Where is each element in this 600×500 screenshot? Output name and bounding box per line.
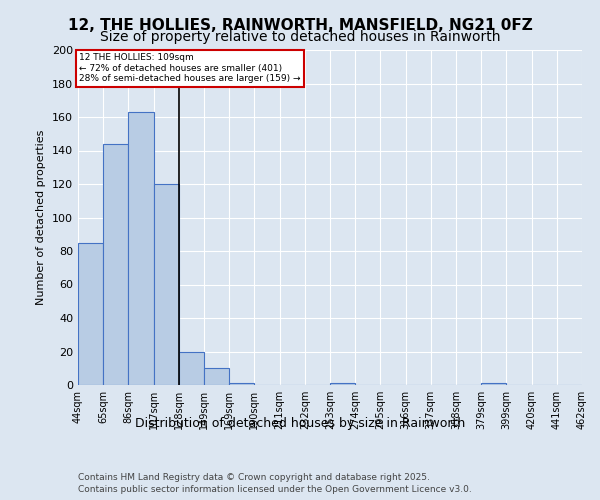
Bar <box>204 368 229 385</box>
Text: 12 THE HOLLIES: 109sqm
← 72% of detached houses are smaller (401)
28% of semi-de: 12 THE HOLLIES: 109sqm ← 72% of detached… <box>79 54 301 83</box>
Bar <box>154 184 179 385</box>
Bar <box>128 112 154 385</box>
Bar <box>179 352 204 385</box>
Text: 12, THE HOLLIES, RAINWORTH, MANSFIELD, NG21 0FZ: 12, THE HOLLIES, RAINWORTH, MANSFIELD, N… <box>68 18 532 32</box>
Bar <box>103 144 128 385</box>
Text: Contains public sector information licensed under the Open Government Licence v3: Contains public sector information licen… <box>78 485 472 494</box>
Bar <box>78 242 103 385</box>
Text: Size of property relative to detached houses in Rainworth: Size of property relative to detached ho… <box>100 30 500 44</box>
Y-axis label: Number of detached properties: Number of detached properties <box>37 130 46 305</box>
Bar <box>330 384 355 385</box>
Bar <box>481 384 506 385</box>
Text: Distribution of detached houses by size in Rainworth: Distribution of detached houses by size … <box>135 418 465 430</box>
Bar <box>229 384 254 385</box>
Text: Contains HM Land Registry data © Crown copyright and database right 2025.: Contains HM Land Registry data © Crown c… <box>78 472 430 482</box>
